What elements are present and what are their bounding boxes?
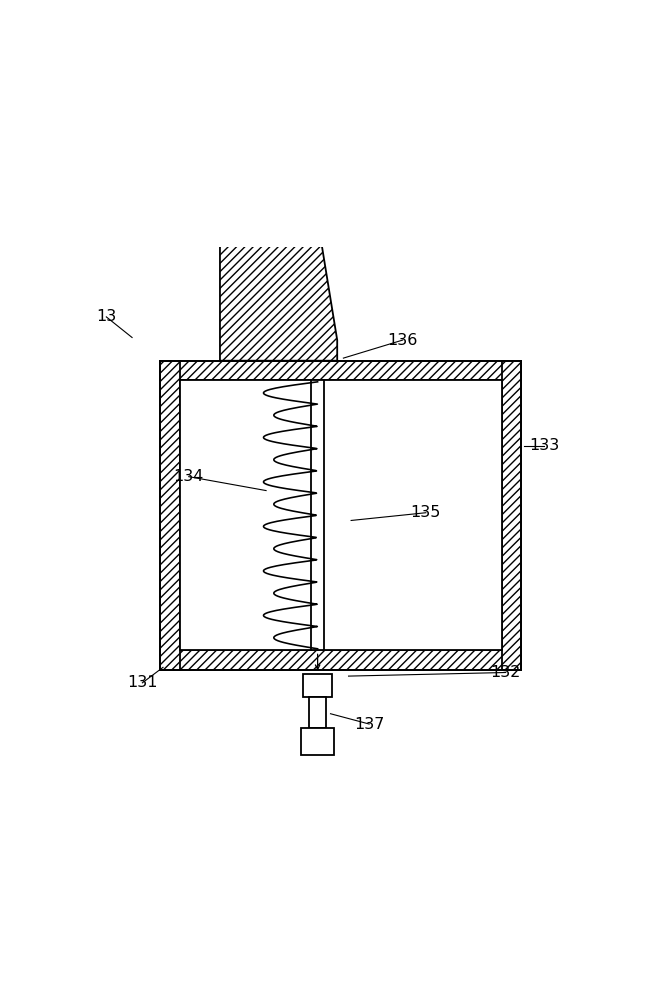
Bar xyxy=(309,697,326,728)
Bar xyxy=(501,361,521,670)
Bar xyxy=(160,650,521,670)
Text: 134: 134 xyxy=(174,469,204,484)
Bar xyxy=(160,361,521,670)
Bar xyxy=(160,361,521,380)
Text: 135: 135 xyxy=(411,505,441,520)
Bar xyxy=(301,728,334,755)
Text: 131: 131 xyxy=(127,675,158,690)
Text: 136: 136 xyxy=(388,333,418,348)
Polygon shape xyxy=(220,229,337,361)
Text: 133: 133 xyxy=(529,438,559,453)
Bar xyxy=(180,380,501,650)
Text: 137: 137 xyxy=(354,717,384,732)
Text: 13: 13 xyxy=(96,309,116,324)
Text: 132: 132 xyxy=(491,665,521,680)
Bar xyxy=(160,361,180,670)
Bar xyxy=(303,674,332,697)
